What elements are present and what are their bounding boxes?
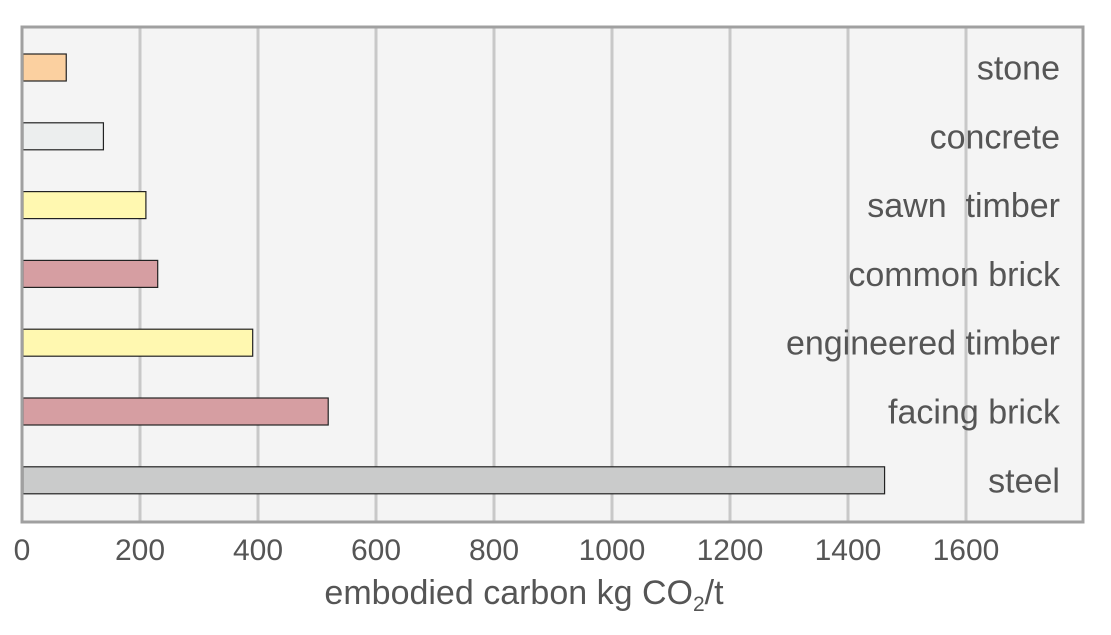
x-axis-title-subscript: 2: [692, 593, 705, 616]
bar-concrete: [22, 122, 105, 151]
x-tick-label-0: 0: [14, 534, 31, 567]
x-tick-label-400: 400: [233, 534, 283, 567]
bar-common-brick: [22, 259, 159, 288]
x-tick-label-200: 200: [115, 534, 165, 567]
category-label-concrete: concrete: [930, 118, 1060, 156]
bar-facing-brick: [22, 397, 329, 426]
grid-lines: [138, 27, 968, 522]
category-label-facing-brick: facing brick: [888, 394, 1061, 432]
bar-stone: [22, 53, 67, 82]
x-axis-ticks: 0 200 400 600 800 1000 1200 1400 1600: [14, 534, 1000, 567]
category-label-stone: stone: [977, 50, 1060, 88]
x-axis-title: embodied carbon kg CO2/t: [0, 574, 1111, 616]
category-label-engineered-timber: engineered timber: [786, 325, 1060, 363]
x-tick-label-1000: 1000: [579, 534, 646, 567]
x-tick-label-1400: 1400: [815, 534, 882, 567]
x-tick-label-600: 600: [351, 534, 401, 567]
x-tick-label-1600: 1600: [933, 534, 1000, 567]
category-labels: stone concrete sawn timber common brick engi…: [786, 50, 1061, 501]
x-axis-title-prefix: embodied carbon kg CO: [324, 574, 693, 612]
x-axis-title-suffix: /t: [704, 574, 724, 612]
x-tick-label-800: 800: [469, 534, 519, 567]
bar-sawn-timber: [22, 191, 147, 220]
category-label-steel: steel: [988, 462, 1060, 500]
plot-frame: [20, 25, 1085, 524]
category-label-sawn-timber: sawn timber: [867, 187, 1060, 225]
category-label-common-brick: common brick: [848, 256, 1061, 294]
bar-engineered-timber: [22, 328, 254, 357]
bar-steel: [22, 466, 886, 495]
x-tick-label-1200: 1200: [697, 534, 764, 567]
plot-area: [22, 27, 1083, 522]
